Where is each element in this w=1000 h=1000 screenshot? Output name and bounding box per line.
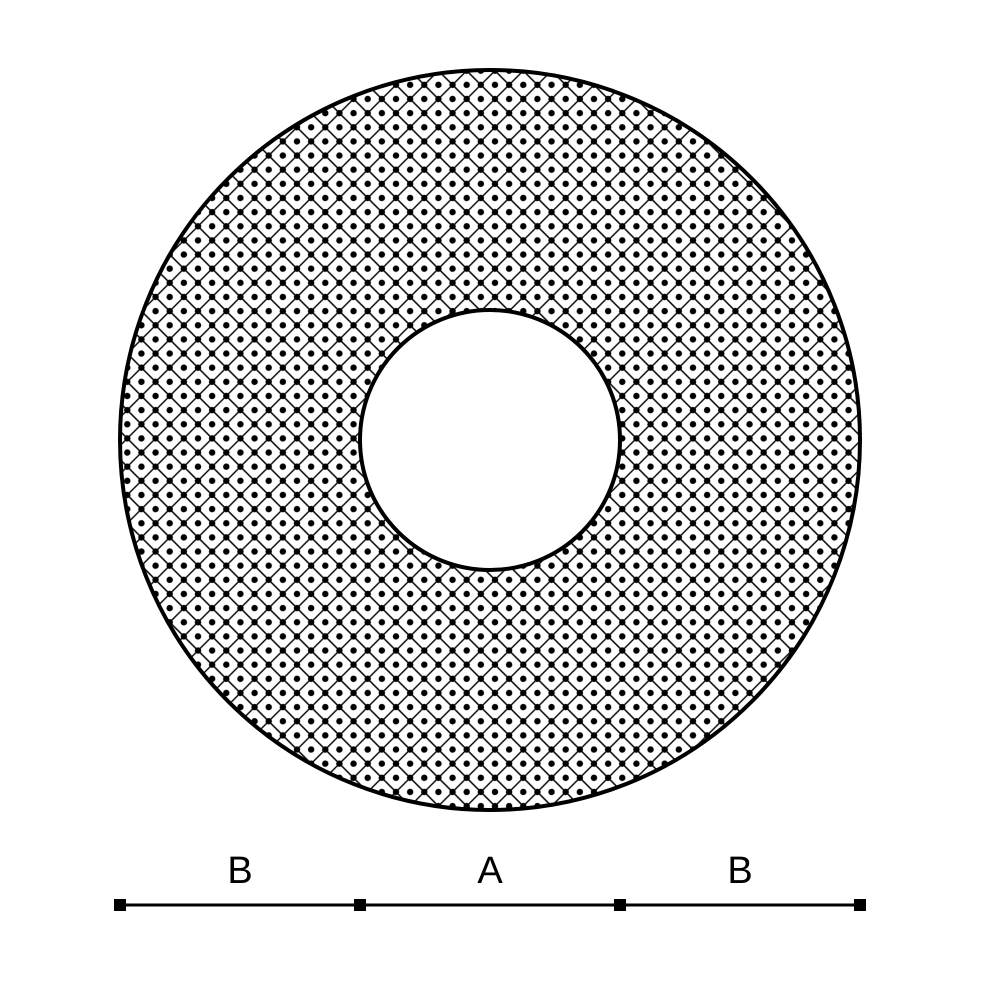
dimension-label: B (227, 850, 252, 892)
dimension-label: B (727, 850, 752, 892)
diagram-canvas: BAB (0, 0, 1000, 1000)
dimension-label: A (477, 850, 503, 892)
dimension-tick (354, 899, 366, 911)
dimension-tick (114, 899, 126, 911)
dimension-tick (854, 899, 866, 911)
dimension-tick (614, 899, 626, 911)
